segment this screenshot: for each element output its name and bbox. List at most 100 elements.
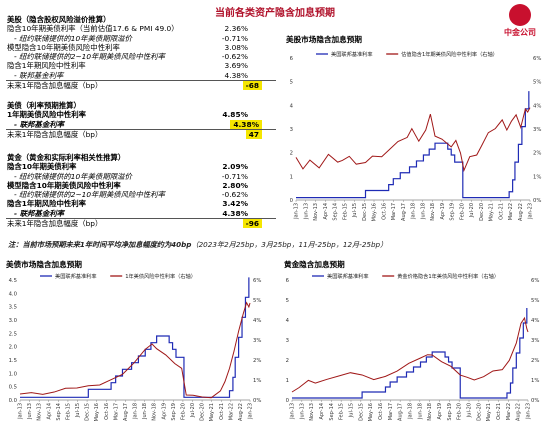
y-tick-label-right: 6% [533, 56, 541, 62]
legend-label: 美国联邦基准利率 [327, 272, 369, 280]
x-tick-label: Mar-17 [391, 203, 397, 220]
series-line [19, 301, 251, 399]
x-tick-label: Sep-14 [333, 203, 339, 221]
y-tick-label-right: 1% [531, 378, 539, 384]
x-tick-label: Nov-18 [430, 203, 436, 221]
gold-total-value: -96 [242, 219, 262, 229]
x-tick-label: May-16 [368, 403, 374, 421]
x-tick-label: Feb-20 [459, 203, 465, 220]
equity-row-value: 4.38% [224, 70, 248, 80]
bond-row-value: 4.38% [230, 119, 262, 129]
x-tick-label: Dec-20 [479, 203, 485, 221]
gold-row: - 纽约联储提供的2~10年期美债风险中性利率 -0.62% [6, 190, 276, 199]
x-tick-label: Mar-17 [113, 403, 119, 420]
x-tick-label: Sep-19 [171, 403, 177, 421]
legend-label: 美国联邦基准利率 [331, 50, 373, 58]
series-line [292, 308, 528, 399]
equity-table: 美股（隐含股权风险溢价推算） 隐含10年期美债利率（当前估值17.6 & PMI… [6, 15, 276, 91]
x-tick-label: Jun-18 [417, 403, 423, 420]
y-tick-label-right: 2% [533, 151, 541, 157]
x-tick-label: Dec-15 [358, 403, 364, 421]
x-tick-label: Apr-19 [161, 403, 167, 420]
chart-title-equity: 美股市场隐含加息预期 [286, 35, 362, 44]
x-tick-label: Jun-13 [303, 203, 309, 220]
gold-total-row: 未来1年隐含加息幅度（bp） -96 [6, 218, 276, 229]
gold-row-value: 2.80% [222, 180, 248, 190]
y-tick-label-left: 6 [286, 278, 290, 284]
page-title: 当前各类资产隐含加息预期 [215, 8, 335, 19]
gold-table: 黄金（黄金和实际利率相关性推算） 隐含10年期美债利率 2.09% - 纽约联储提供… [6, 153, 276, 229]
x-tick-label: Sep-19 [450, 203, 456, 221]
gold-header-label: 黄金（黄金和实际利率相关性推算） [7, 153, 126, 162]
x-tick-label: Apr-14 [319, 403, 325, 420]
x-tick-label: Dec-15 [362, 203, 368, 221]
x-tick-label: Dec-20 [476, 403, 482, 421]
x-tick-label: May-16 [94, 403, 100, 421]
gold-implied-hike-chart: 0 1 2 3 4 5 6 0% 1% 2% 3% 4% 5% 6% Jan-13 Jun-13 Nov-13 A… [286, 272, 540, 421]
gold-row: 隐含10年期美债利率 2.09% [6, 162, 276, 171]
equity-header: 美股（隐含股权风险溢价推算） [6, 15, 276, 24]
equity-row-value: -0.71% [221, 33, 248, 43]
x-tick-label: Feb-15 [65, 403, 71, 420]
equity-row-label: - 纽约联储提供的2~10年期美债风险中性利率 [14, 52, 165, 62]
equity-row: - 联邦基金利率 4.38% [6, 71, 276, 80]
equity-row-label: - 联邦基金利率 [14, 70, 64, 80]
y-tick-label-right: 4% [531, 318, 539, 324]
cicc-logo-icon [509, 4, 531, 26]
y-tick-label-left: 1 [290, 174, 293, 180]
x-tick-label: Jan-23 [526, 403, 532, 420]
gold-row-value: 2.09% [222, 162, 248, 172]
cicc-logo-text: 中金公司 [504, 28, 536, 37]
equity-row-label: - 纽约联储提供的10年美债期限溢价 [14, 33, 132, 43]
gold-row-value: -0.62% [221, 190, 248, 200]
footnote-detail: （2023年2月25bp，3月25bp，11月-25bp，12月-25bp） [191, 240, 388, 249]
equity-header-label: 美股（隐含股权风险溢价推算） [7, 15, 111, 24]
bond-total-label: 未来1年隐含加息幅度（bp） [7, 129, 103, 139]
x-tick-label: Feb-15 [339, 403, 345, 420]
x-tick-label: May-21 [489, 203, 495, 221]
x-tick-label: Nov-13 [313, 203, 319, 221]
y-tick-label-left: 0.5 [9, 385, 17, 391]
x-tick-label: Jul-15 [75, 403, 81, 418]
bond-total-row: 未来1年隐含加息幅度（bp） 47 [6, 128, 276, 140]
legend-label: 1年美债风险中性利率（右轴） [125, 272, 196, 280]
bond-header: 美债（利率预期推算） [6, 101, 276, 110]
y-tick-label-left: 2.0 [9, 345, 18, 351]
y-tick-label-right: 5% [533, 80, 541, 86]
x-tick-label: Jan-18 [408, 403, 414, 420]
gold-row: 隐含1年期风险中性利率 3.42% [6, 199, 276, 208]
x-tick-label: Apr-19 [437, 403, 443, 420]
x-tick-label: Jun-18 [420, 203, 426, 220]
x-tick-label: Aug-22 [238, 403, 244, 421]
x-tick-label: Oct-21 [496, 403, 502, 420]
equity-row-label: 隐含10年期美债利率（当前估值17.6 & PMI 49.0） [7, 24, 179, 34]
x-tick-label: Mar-22 [228, 403, 234, 420]
x-tick-label: Jan-23 [528, 203, 534, 220]
y-tick-label-right: 3% [253, 338, 261, 344]
equity-implied-hike-chart: 0 1 2 3 4 5 6 0% 1% 2% 3% 4% 5% 6% Jan-13 Jun-13 Nov-13 A… [290, 50, 542, 221]
chart-title-gold: 黄金隐含加息预期 [284, 260, 345, 269]
x-tick-label: Jul-15 [349, 403, 355, 418]
x-tick-label: Mar-22 [508, 203, 514, 220]
x-tick-label: Jul-20 [190, 403, 196, 418]
bond-table: 美债（利率预期推算） 1年期美债风险中性利率 4.85% - 联邦基金利率 4.38%… [6, 101, 276, 140]
x-tick-label: May-21 [486, 403, 492, 421]
x-tick-label: Apr-19 [440, 203, 446, 220]
x-tick-label: Jul-20 [467, 403, 473, 418]
y-tick-label-left: 5 [290, 80, 293, 86]
cicc-logo: 中金公司 [494, 4, 546, 42]
x-tick-label: Sep-14 [329, 403, 335, 421]
series-line [291, 316, 529, 393]
y-tick-label-right: 2% [253, 358, 261, 364]
x-tick-label: Aug-22 [518, 203, 524, 221]
y-tick-label-left: 2 [286, 358, 289, 364]
x-tick-label: Jul-20 [469, 203, 475, 218]
equity-row-value: -0.62% [221, 52, 248, 62]
gold-row-label: 隐含10年期美债利率 [7, 162, 77, 172]
equity-row: - 纽约联储提供的10年美债期限溢价 -0.71% [6, 34, 276, 43]
y-tick-label-right: 5% [531, 298, 539, 304]
gold-row-label: - 联邦基金利率 [14, 208, 64, 218]
x-tick-label: Feb-20 [457, 403, 463, 420]
x-tick-label: Feb-20 [180, 403, 186, 420]
y-tick-label-left: 4 [286, 318, 290, 324]
